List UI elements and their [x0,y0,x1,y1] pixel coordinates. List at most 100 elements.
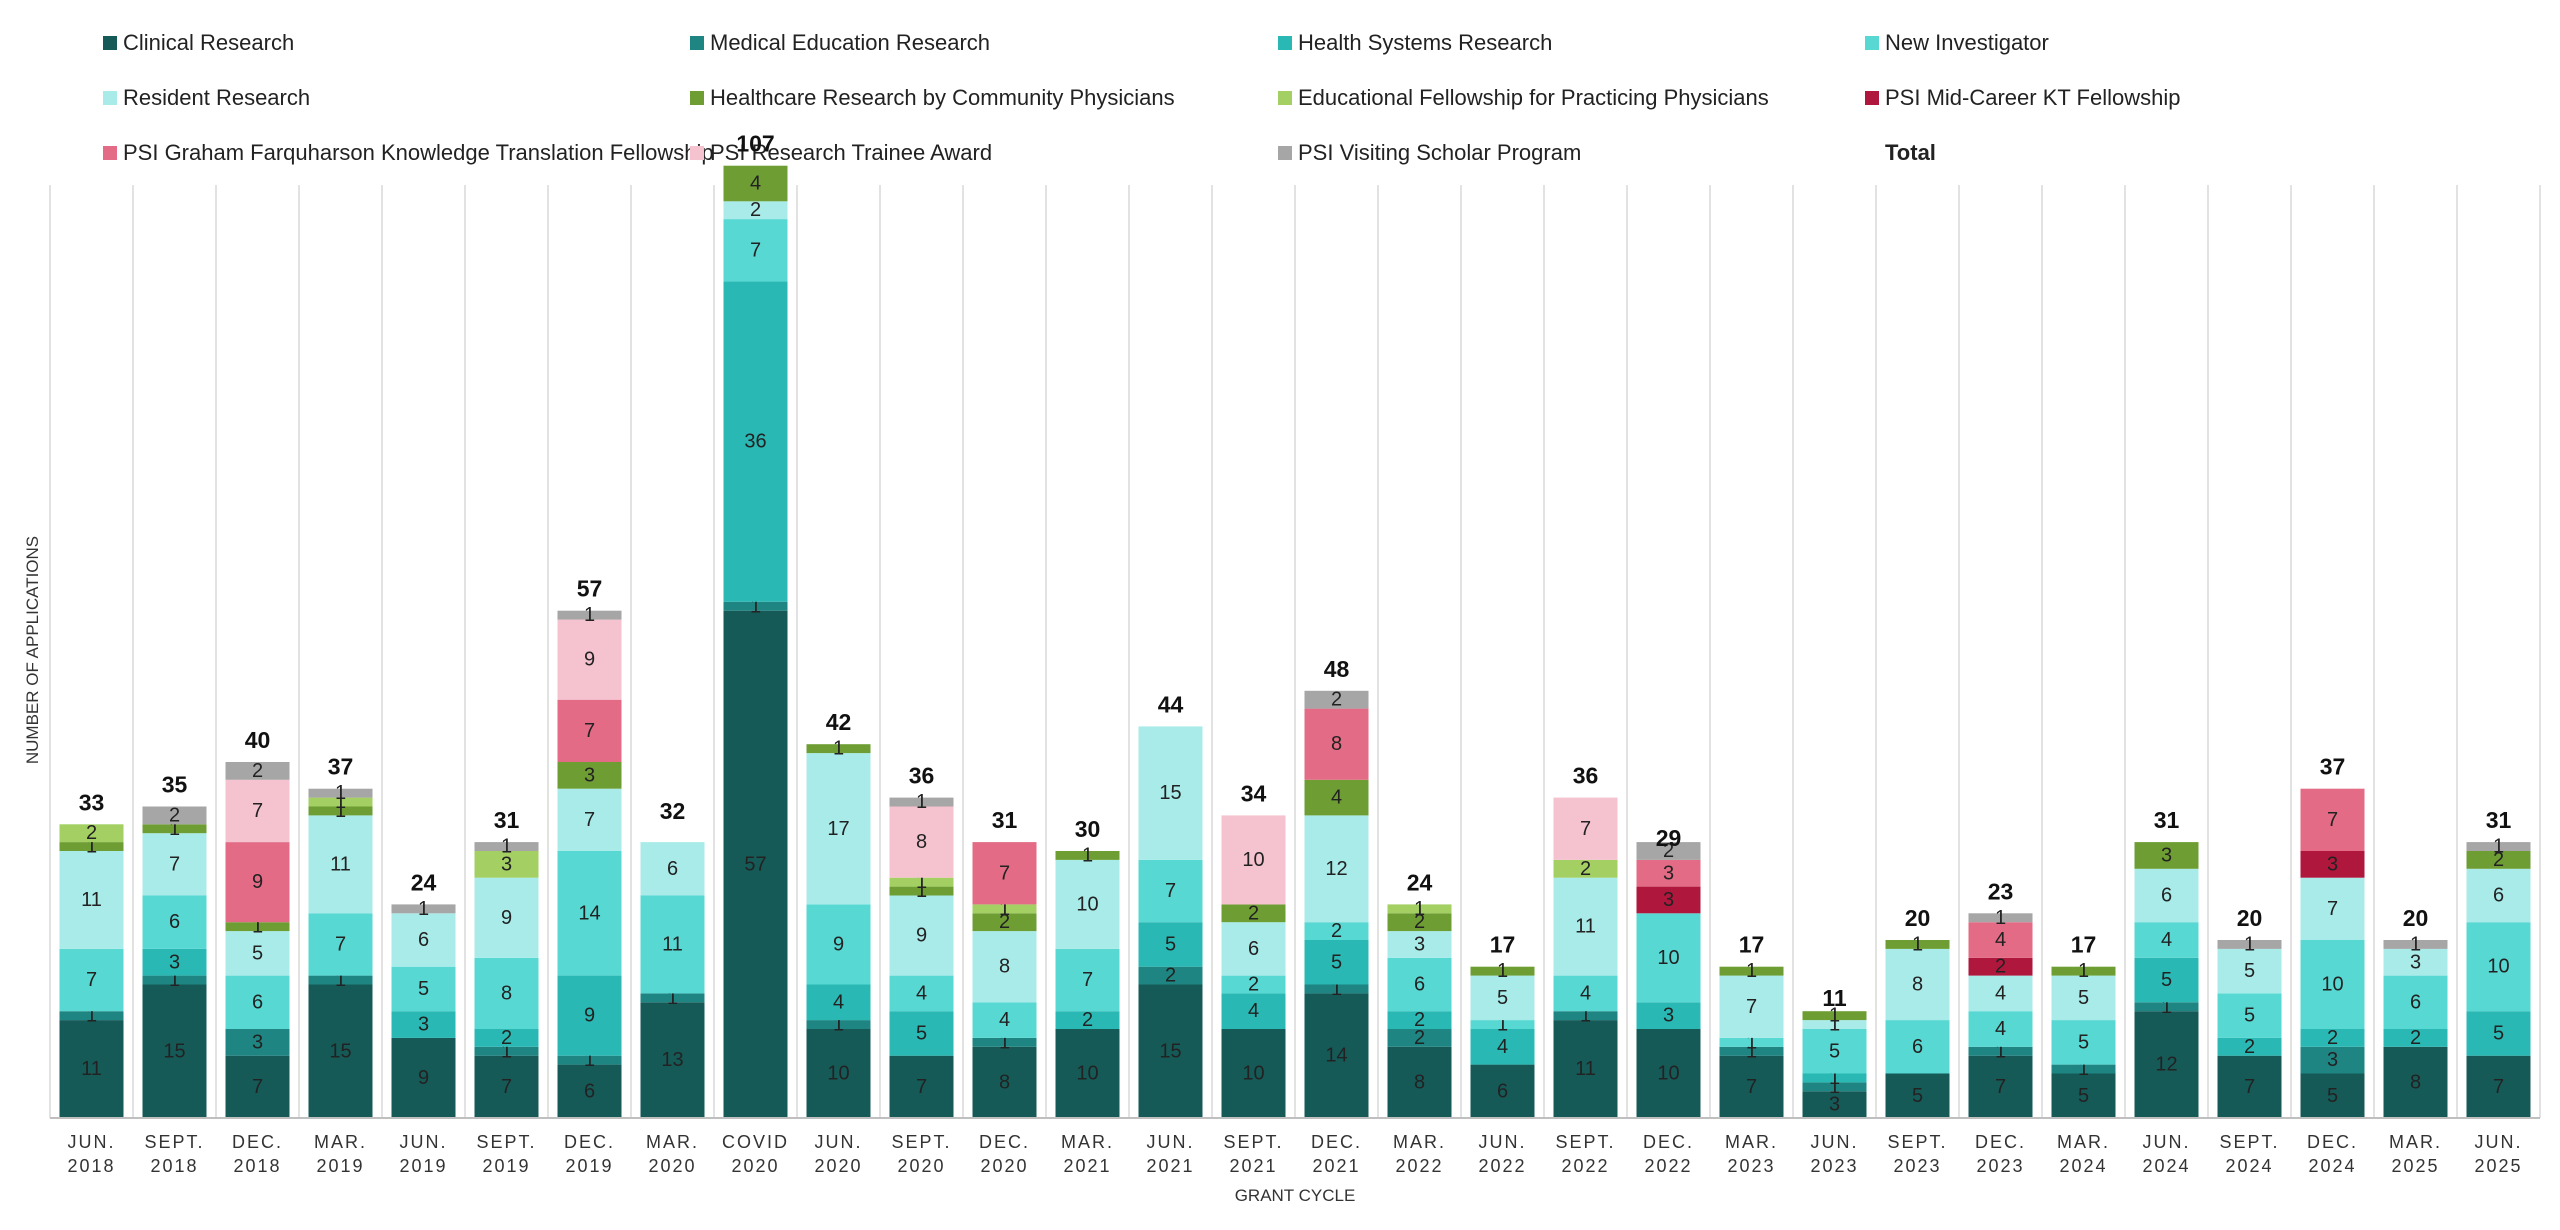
total-label: 31 [2154,807,2180,833]
segment-label: 9 [833,933,844,955]
bar-segment [2300,788,2365,851]
segment-label: 9 [584,1005,595,1027]
bar-segment [972,931,1037,1003]
segment-label: 6 [667,858,678,880]
x-tick-label: 2019 [316,1156,364,1176]
segment-label: 3 [1829,1094,1840,1116]
bar-segment [557,699,622,762]
bar-segment [308,913,373,976]
bar-segment [1885,1073,1950,1118]
bar-segment [1885,1020,1950,1074]
bar-segment [1221,815,1286,905]
bar-segment [1304,922,1369,940]
segment-label: 7 [1165,880,1176,902]
bar-segment [1968,975,2033,1012]
total-label: 57 [577,576,603,602]
legend-swatch [1278,146,1292,160]
bar-segment [474,877,539,958]
total-label: 30 [1075,816,1101,842]
segment-label: 1 [2493,836,2504,858]
x-tick-label: DEC. [2307,1132,2358,1152]
bar-segment [1636,1002,1701,1029]
segment-label: 7 [1746,996,1757,1018]
segment-label: 1 [2244,933,2255,955]
segment-label: 2 [2493,849,2504,871]
bar-segment [723,601,788,611]
segment-label: 3 [1414,933,1425,955]
segment-label: 1 [999,1031,1010,1053]
segment-label: 2 [1165,965,1176,987]
bar-segment [1719,1037,1784,1047]
bar-segment [2051,975,2116,1021]
segment-label: 3 [1663,1005,1674,1027]
segment-label: 1 [335,800,346,822]
legend-entry: Health Systems Research [1298,30,1552,55]
bar-segment [474,842,539,851]
segment-label: 2 [1414,1009,1425,1031]
x-tick-label: 2025 [2391,1156,2439,1176]
bar-segment [1968,957,2033,976]
bar-segment [1968,922,2033,958]
bar-segment [1636,886,1701,914]
bar-segment [889,797,954,807]
segment-label: 6 [252,991,263,1013]
bar-segment [2217,948,2282,994]
x-tick-label: MAR. [1725,1132,1778,1152]
bar-segment [1553,975,1618,1012]
vertical-gridlines [49,185,2541,1118]
bar-segment [391,1011,456,1038]
bar-segment [391,966,456,1012]
segment-label: 7 [1746,1076,1757,1098]
bar-segment [2300,1029,2365,1047]
segment-label: 4 [999,1009,1010,1031]
segment-label: 3 [169,951,180,973]
bar-segment [806,904,871,985]
segment-label: 1 [584,1049,595,1071]
bar-segment [2466,842,2531,851]
segment-label: 2 [1663,840,1674,862]
segment-label: 8 [501,982,512,1004]
bar-segment [1387,1046,1452,1118]
segment-label: 5 [252,942,263,964]
bar-segment [889,1011,954,1056]
bar-segment [2383,940,2448,949]
bar-segment [1885,948,1950,1021]
segment-label: 8 [999,1071,1010,1093]
legend: Clinical Research Medical Education Resea… [103,30,2180,165]
x-tick-label: 2020 [731,1156,779,1176]
x-tick-label: DEC. [1311,1132,1362,1152]
bar-segment [391,1037,456,1118]
bar-segment [889,895,954,976]
segment-label: 1 [1414,898,1425,920]
x-tick-label: SEPT. [476,1132,536,1152]
segment-label: 3 [2327,853,2338,875]
segment-label: 2 [86,822,97,844]
bar-segment [1802,1082,1867,1092]
segment-label: 3 [2410,951,2421,973]
segment-label: 1 [1497,960,1508,982]
segment-label: 1 [335,969,346,991]
total-label: 23 [1988,878,2014,904]
total-label: 17 [1739,932,1765,958]
segment-label: 1 [1746,1040,1757,1062]
segment-label: 15 [1159,782,1181,804]
x-tick-label: JUN. [2143,1132,2191,1152]
x-tick-label: 2023 [1893,1156,1941,1176]
bar-segment [1387,957,1452,1012]
segment-label: 1 [2078,1058,2089,1080]
bar-segment [308,797,373,807]
segment-label: 6 [1497,1080,1508,1102]
x-tick-label: SEPT. [2219,1132,2279,1152]
segment-label: 4 [1995,982,2006,1004]
segment-label: 11 [330,853,351,875]
segment-label: 9 [252,871,263,893]
bar-segment [2134,868,2199,923]
bar-segment [2383,1046,2448,1118]
bar-segment [2383,1029,2448,1047]
segment-label: 1 [1746,1031,1757,1053]
legend-entry: Educational Fellowship for Practicing Ph… [1298,85,1769,110]
bar-segment [2300,1046,2365,1074]
x-axis-title: GRANT CYCLE [1235,1186,1356,1205]
segment-label: 11 [81,889,102,911]
